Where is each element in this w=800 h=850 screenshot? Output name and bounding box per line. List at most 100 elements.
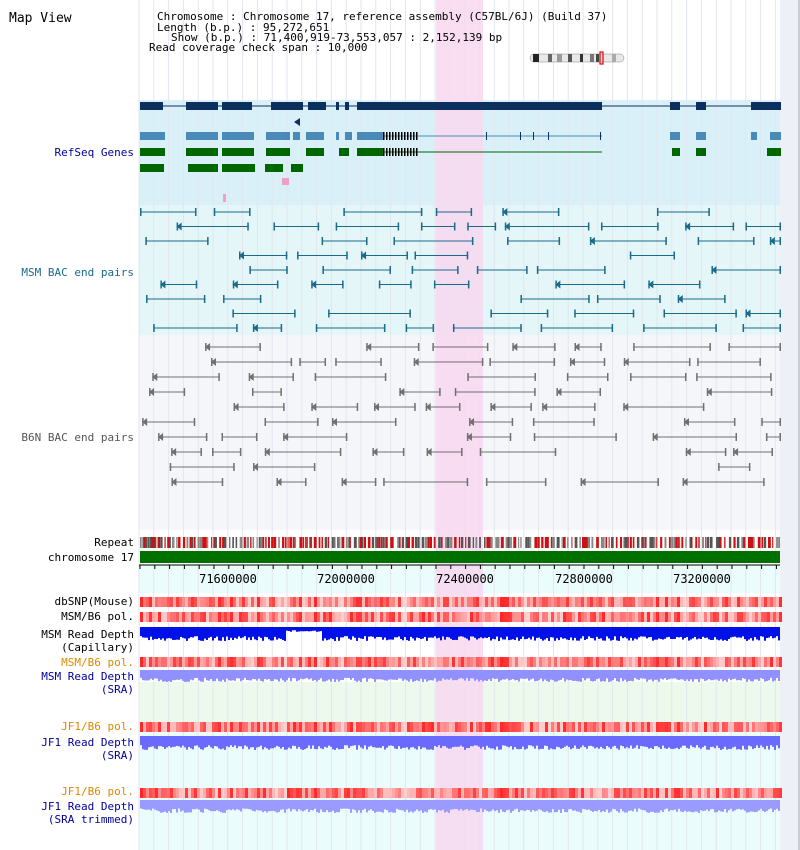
repeat-element bbox=[642, 537, 645, 548]
repeat-element bbox=[651, 537, 654, 548]
heat-cell bbox=[491, 657, 494, 667]
track-label-b6n-bac[interactable]: B6N BAC end pairs bbox=[21, 431, 134, 444]
track-label-jf1-depth-trimmed[interactable]: JF1 Read Depth bbox=[41, 800, 134, 813]
bac-end-arrow bbox=[171, 478, 177, 486]
heat-cell bbox=[707, 657, 710, 667]
depth-bar bbox=[448, 736, 450, 749]
track-label-msm-depth-sra[interactable]: MSM Read Depth bbox=[41, 670, 134, 683]
depth-bar bbox=[754, 670, 756, 680]
heat-cell bbox=[623, 657, 626, 667]
highlight-region[interactable] bbox=[436, 0, 483, 850]
depth-bar bbox=[188, 800, 190, 813]
depth-bar bbox=[196, 627, 198, 637]
heat-cell bbox=[323, 597, 326, 607]
heat-cell bbox=[203, 788, 206, 798]
heat-tracks[interactable] bbox=[140, 597, 782, 798]
ideogram-position-marker[interactable] bbox=[599, 51, 604, 65]
heat-cell bbox=[455, 788, 458, 798]
heat-cell bbox=[560, 657, 563, 667]
track-label-msm-depth-capillary[interactable]: MSM Read Depth bbox=[41, 628, 134, 641]
bac-end bbox=[223, 295, 225, 303]
heat-cell bbox=[434, 657, 437, 667]
depth-bar bbox=[266, 627, 268, 638]
track-label-jf1-pol-trimmed[interactable]: JF1/B6 pol. bbox=[61, 785, 134, 798]
depth-bar bbox=[348, 736, 350, 748]
heat-cell bbox=[716, 597, 719, 607]
bac-end bbox=[193, 418, 196, 426]
depth-bar bbox=[404, 800, 406, 812]
depth-tracks[interactable] bbox=[140, 627, 780, 813]
depth-bar bbox=[480, 736, 482, 749]
heat-cell bbox=[248, 597, 251, 607]
heat-cell bbox=[449, 657, 452, 667]
depth-bar bbox=[590, 627, 592, 638]
heat-cell bbox=[380, 612, 383, 622]
depth-bar bbox=[306, 627, 308, 632]
heat-cell bbox=[698, 612, 701, 622]
bac-end bbox=[393, 237, 395, 245]
depth-bar bbox=[178, 736, 180, 747]
depth-bar bbox=[272, 670, 274, 681]
bac-end bbox=[530, 403, 532, 411]
track-label-jf1-depth[interactable]: JF1 Read Depth bbox=[41, 736, 134, 749]
heat-cell bbox=[416, 597, 419, 607]
depth-bar bbox=[708, 627, 710, 640]
depth-bar bbox=[212, 627, 214, 641]
chromosome-ideogram[interactable] bbox=[529, 51, 625, 65]
depth-bar bbox=[268, 627, 270, 640]
depth-bar bbox=[510, 670, 512, 680]
track-label-jf1-pol[interactable]: JF1/B6 pol. bbox=[61, 720, 134, 733]
track-label-dbsnp[interactable]: dbSNP(Mouse) bbox=[55, 595, 134, 608]
heat-cell bbox=[149, 788, 152, 798]
heat-cell bbox=[335, 722, 338, 732]
heat-cell bbox=[335, 597, 338, 607]
chromosome-bar[interactable] bbox=[140, 551, 780, 563]
depth-bar bbox=[352, 627, 354, 637]
depth-bar bbox=[636, 736, 638, 746]
heat-cell bbox=[437, 657, 440, 667]
heat-cell bbox=[323, 657, 326, 667]
refseq-genes-track[interactable] bbox=[140, 102, 781, 202]
depth-bar bbox=[164, 627, 166, 641]
repeat-element bbox=[414, 537, 418, 548]
heat-cell bbox=[242, 597, 245, 607]
track-label-refseq[interactable]: RefSeq Genes bbox=[55, 146, 134, 159]
heat-cell bbox=[653, 788, 656, 798]
heat-cell bbox=[557, 657, 560, 667]
heat-cell bbox=[752, 657, 755, 667]
depth-bar bbox=[140, 800, 142, 809]
depth-bar bbox=[354, 800, 356, 811]
depth-bar bbox=[318, 670, 320, 680]
depth-bar bbox=[410, 800, 412, 812]
track-label-msm-bac[interactable]: MSM BAC end pairs bbox=[21, 266, 134, 279]
depth-bar bbox=[290, 627, 292, 632]
depth-bar bbox=[466, 736, 468, 748]
heat-cell bbox=[296, 597, 299, 607]
msm-bac-track[interactable] bbox=[140, 208, 781, 332]
heat-cell bbox=[740, 788, 743, 798]
heat-cell bbox=[359, 722, 362, 732]
track-label-repeat[interactable]: Repeat bbox=[94, 536, 134, 549]
heat-cell bbox=[347, 788, 350, 798]
depth-bar bbox=[444, 670, 446, 680]
b6n-bac-track[interactable] bbox=[142, 343, 781, 486]
heat-cell bbox=[473, 722, 476, 732]
depth-bar bbox=[636, 627, 638, 640]
repeat-element bbox=[486, 537, 489, 548]
track-label-msm-pol-sra[interactable]: MSM/B6 pol. bbox=[61, 656, 134, 669]
heat-cell bbox=[671, 597, 674, 607]
bac-end bbox=[588, 295, 590, 303]
depth-bar bbox=[408, 627, 410, 641]
track-label-msm-pol[interactable]: MSM/B6 pol. bbox=[61, 610, 134, 623]
repeat-track[interactable] bbox=[140, 537, 781, 548]
track-label-chromosome[interactable]: chromosome 17 bbox=[48, 551, 134, 564]
depth-bar bbox=[454, 736, 456, 747]
depth-bar bbox=[686, 627, 688, 638]
bac-end bbox=[389, 266, 391, 274]
depth-bar bbox=[682, 736, 684, 746]
heat-cell bbox=[236, 657, 239, 667]
depth-bar bbox=[350, 800, 352, 813]
depth-bar bbox=[572, 670, 574, 681]
depth-bar bbox=[538, 670, 540, 681]
